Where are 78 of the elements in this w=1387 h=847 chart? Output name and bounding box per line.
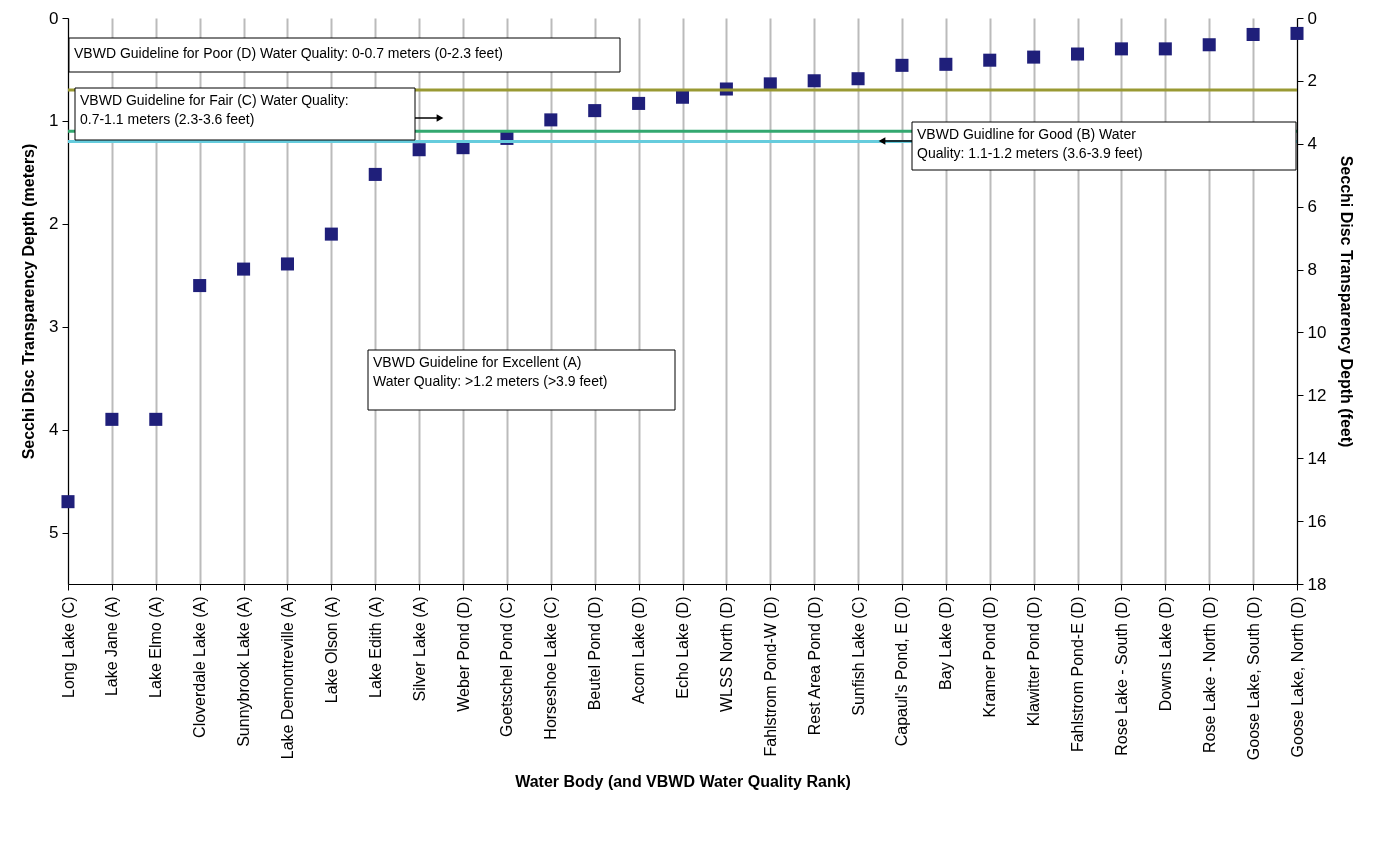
- y-tick-label: 1: [49, 111, 59, 131]
- point: [544, 113, 558, 127]
- point: [324, 227, 338, 241]
- x-tick-label: Lake Olson (A): [322, 596, 340, 704]
- annotation: VBWD Guideline for Fair (C) Water Quality: 0.7-1.1 meters (2.3-3.6 feet): [80, 92, 349, 127]
- point: [1071, 47, 1085, 61]
- x-tick-label: Long Lake (C): [59, 596, 77, 698]
- y2-tick-label: 10: [1307, 322, 1327, 342]
- x-tick-label: Beutel Pond (D): [586, 596, 604, 711]
- x-tick-label: Fahlstrom Pond-W (D): [761, 596, 779, 757]
- y2-tick-label: 0: [1307, 8, 1317, 28]
- point: [105, 412, 119, 426]
- x-tick-label: Rose Lake - North (D): [1200, 596, 1218, 753]
- y2-axis-title: Secchi Disc Transparency Depth (feet): [1338, 155, 1356, 448]
- point: [763, 77, 777, 91]
- x-tick-label: Horseshoe Lake (C): [542, 596, 560, 740]
- x-tick-label: Acorn Lake (D): [630, 596, 648, 705]
- x-tick-label: Goose Lake, North (D): [1288, 596, 1306, 758]
- point: [983, 53, 997, 67]
- x-tick-label: Rest Area Pond (D): [805, 596, 823, 736]
- point: [149, 412, 163, 426]
- x-tick-label: Klawitter Pond (D): [1025, 596, 1043, 727]
- x-tick-label: Capaul's Pond, E (D): [893, 596, 911, 747]
- x-tick-label: Sunnybrook Lake (A): [235, 596, 253, 747]
- y2-tick-label: 14: [1307, 448, 1327, 468]
- y2-tick-label: 16: [1307, 511, 1327, 531]
- point: [1290, 26, 1304, 40]
- point: [280, 257, 294, 271]
- y2-tick-label: 2: [1307, 71, 1317, 91]
- x-tick-label: Lake Jane (A): [103, 596, 121, 697]
- point: [61, 495, 75, 509]
- y-tick-label: 4: [49, 420, 59, 440]
- x-tick-label: Sunfish Lake (C): [849, 596, 867, 716]
- point: [1202, 38, 1216, 52]
- point: [851, 72, 865, 86]
- y-tick-label: 0: [49, 8, 59, 28]
- x-tick-label: WLSS North (D): [717, 596, 735, 713]
- x-tick-label: Weber Pond (D): [454, 596, 472, 712]
- point: [807, 74, 821, 88]
- y2-tick-label: 4: [1307, 134, 1317, 154]
- point: [237, 262, 251, 276]
- point: [368, 167, 382, 181]
- point: [1246, 27, 1260, 41]
- x-tick-label: Lake Demontreville (A): [278, 596, 296, 760]
- y2-tick-label: 8: [1307, 260, 1317, 280]
- x-tick-label: Lake Edith (A): [366, 596, 384, 698]
- point: [675, 90, 690, 104]
- x-tick-label: Kramer Pond (D): [981, 596, 999, 718]
- annotation: VBWD Guideline for Poor (D) Water Quality: 0-0.7 meters (0-2.3 feet): [74, 45, 503, 61]
- y-tick-label: 5: [49, 523, 59, 543]
- y2-tick-label: 12: [1307, 385, 1327, 405]
- x-tick-label: Echo Lake (D): [674, 596, 691, 699]
- point: [939, 57, 953, 71]
- y-axis-title: Secchi Disc Transparency Depth (meters): [20, 143, 38, 460]
- point: [412, 143, 426, 157]
- y2-tick-label: 6: [1307, 197, 1317, 217]
- x-tick-label: Bay Lake (D): [937, 596, 955, 690]
- y-tick-label: 2: [49, 214, 59, 234]
- y-tick-label: 3: [49, 317, 59, 337]
- x-tick-label: Silver Lake (A): [410, 596, 428, 702]
- point: [588, 104, 602, 118]
- point: [1158, 42, 1172, 56]
- x-axis-title: Water Body (and VBWD Water Quality Rank): [515, 773, 851, 791]
- point: [895, 58, 909, 72]
- annotation: VBWD Guidline for Good (B) Water Quality: 1.1-1.2 meters (3.6-3.9 feet): [917, 126, 1143, 161]
- point: [193, 279, 207, 293]
- x-tick-label: Cloverdale Lake (A): [191, 596, 209, 738]
- x-tick-label: Downs Lake (D): [1156, 596, 1174, 712]
- x-tick-label: Goose Lake, South (D): [1244, 596, 1262, 761]
- y2-tick-label: 18: [1307, 574, 1327, 594]
- x-tick-label: Fahlstrom Pond-E (D): [1069, 596, 1087, 753]
- point: [1114, 42, 1128, 56]
- point: [1027, 50, 1041, 64]
- x-tick-label: Lake Elmo (A): [147, 596, 165, 698]
- x-tick-label: Rose Lake - South (D): [1112, 596, 1130, 756]
- annotation: VBWD Guideline for Excellent (A) Water Quality: >1.2 meters (>3.9 feet): [373, 354, 608, 389]
- x-tick-label: Goetschel Pond (C): [498, 596, 516, 738]
- point: [632, 96, 646, 110]
